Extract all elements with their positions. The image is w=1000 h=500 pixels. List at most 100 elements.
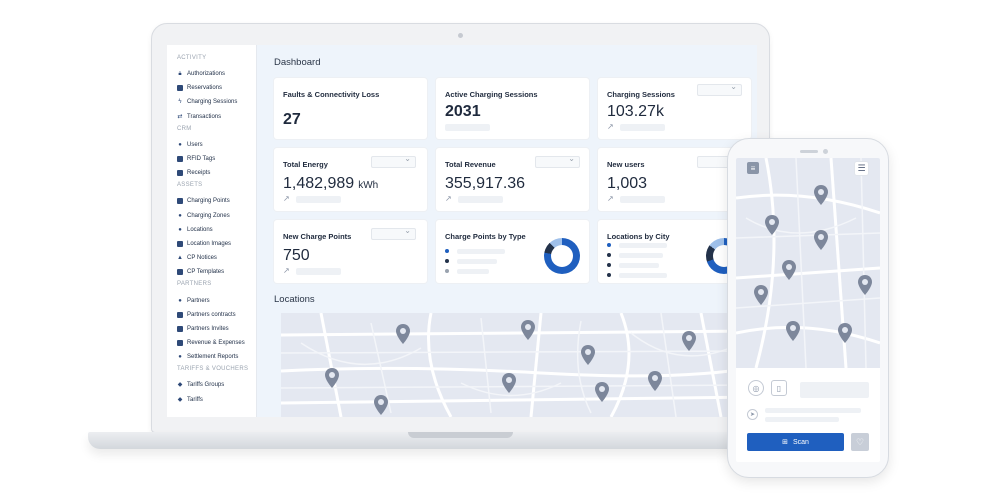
sidebar-item-locations[interactable]: ● Locations [167, 223, 256, 237]
heart-icon: ♡ [855, 436, 865, 447]
location-pin-icon[interactable] [765, 215, 779, 235]
phone-camera [823, 149, 828, 154]
location-pin-icon[interactable] [754, 285, 768, 305]
laptop-screen: ACTIVITY 🔒︎ Authorizations Reservations ϟ… [167, 45, 757, 417]
location-pin-icon[interactable] [581, 345, 595, 365]
placeholder-bar [620, 124, 665, 131]
donut-chart [544, 238, 580, 274]
favorite-button[interactable]: ♡ [851, 433, 869, 451]
sidebar-item-label: Charging Zones [187, 212, 230, 219]
sidebar-item-tariffs[interactable]: ◆ Tariffs [167, 393, 256, 407]
card-title: Charge Points by Type [445, 232, 526, 241]
sidebar-item-tariffs-groups[interactable]: ◆ Tariffs Groups [167, 378, 256, 392]
location-pin-icon[interactable] [396, 324, 410, 344]
legend-bar [457, 268, 489, 274]
location-pin-icon[interactable] [325, 368, 339, 388]
location-pin-icon[interactable] [648, 371, 662, 391]
legend-bar [619, 262, 659, 268]
card-charge-points-by-type[interactable]: Charge Points by Type [436, 220, 589, 283]
sidebar-item-revenue-expenses[interactable]: Revenue & Expenses [167, 336, 256, 350]
card-total-revenue[interactable]: Total Revenue 355,917.36 ↗ [436, 148, 589, 211]
zone-pin-icon: ● [178, 212, 182, 219]
chart-legend [445, 246, 505, 276]
location-pin-icon[interactable] [814, 185, 828, 205]
trend-up-icon: ↗ [445, 194, 452, 203]
legend-dot [607, 243, 611, 247]
template-icon [177, 269, 183, 276]
filter-icon[interactable]: ☰ [855, 162, 868, 175]
period-dropdown[interactable] [535, 154, 580, 168]
sidebar-item-partners-invites[interactable]: Partners Invites [167, 322, 256, 336]
charger-icon [177, 198, 183, 205]
sidebar-item-cp-templates[interactable]: CP Templates [167, 265, 256, 279]
location-pin-icon[interactable] [786, 321, 800, 341]
sidebar-item-partners-contracts[interactable]: Partners contracts [167, 308, 256, 322]
sidebar-item-users[interactable]: ● Users [167, 138, 256, 152]
card-active-charging-sessions[interactable]: Active Charging Sessions 2031 [436, 78, 589, 139]
location-pin-icon[interactable] [814, 230, 828, 250]
envelope-icon [177, 325, 183, 332]
card-charging-sessions[interactable]: Charging Sessions 103.27k ↗ [598, 78, 751, 139]
location-pin-icon[interactable] [838, 323, 852, 343]
sidebar-item-authorizations[interactable]: 🔒︎ Authorizations [167, 67, 256, 81]
card-title: Locations by City [607, 232, 670, 241]
sidebar-item-label: Tariffs [187, 396, 203, 403]
sidebar-item-receipts[interactable]: Receipts [167, 166, 256, 180]
menu-icon[interactable]: ≡ [747, 162, 759, 174]
legend-dot [445, 259, 449, 263]
sidebar-item-label: Partners [187, 297, 210, 304]
legend-dot [607, 273, 611, 277]
sidebar-item-charging-zones[interactable]: ● Charging Zones [167, 209, 256, 223]
sidebar-item-settlement-reports[interactable]: ● Settlement Reports [167, 350, 256, 364]
period-dropdown[interactable] [371, 226, 416, 240]
sidebar-item-cp-notices[interactable]: ▲ CP Notices [167, 251, 256, 265]
reservation-icon [177, 85, 183, 92]
sidebar-item-label: CP Notices [187, 255, 217, 262]
location-pin-icon[interactable] [782, 260, 796, 280]
sidebar-item-charging-points[interactable]: Charging Points [167, 194, 256, 208]
locations-map[interactable] [281, 313, 757, 417]
placeholder-line [765, 408, 861, 413]
sidebar-item-label: Settlement Reports [187, 354, 239, 361]
energy-value: 1,482,989 [283, 175, 355, 192]
location-pin-icon[interactable] [682, 331, 696, 351]
legend-dot [607, 263, 611, 267]
connector-socket-icon[interactable]: ▯ [771, 380, 787, 396]
placeholder-bar [445, 124, 490, 131]
phone-speaker [800, 150, 818, 153]
card-faults[interactable]: Faults & Connectivity Loss 27 [274, 78, 427, 139]
connector-type-icon[interactable]: ◎ [748, 380, 764, 396]
card-value: 1,482,989 kWh [283, 175, 378, 193]
location-pin-icon[interactable] [858, 275, 872, 295]
pie-icon: ● [178, 354, 182, 361]
sidebar: ACTIVITY 🔒︎ Authorizations Reservations ϟ… [167, 45, 257, 417]
sidebar-item-location-images[interactable]: Location Images [167, 237, 256, 251]
sidebar-item-charging-sessions[interactable]: ϟ Charging Sessions [167, 95, 256, 109]
sidebar-item-partners[interactable]: ● Partners [167, 293, 256, 307]
location-pin-icon[interactable] [374, 395, 388, 415]
sidebar-section-crm: CRM [177, 125, 192, 132]
card-new-charge-points[interactable]: New Charge Points 750 ↗ [274, 220, 427, 283]
sidebar-item-label: Locations [187, 226, 213, 233]
navigate-icon[interactable]: ➤ [747, 409, 758, 420]
page-title: Dashboard [274, 57, 321, 68]
period-dropdown[interactable] [371, 154, 416, 168]
card-new-users[interactable]: New users 1,003 ↗ [598, 148, 751, 211]
phone-map[interactable]: ≡ ☰ [736, 158, 880, 368]
location-pin-icon[interactable] [595, 382, 609, 402]
document-icon [177, 311, 183, 318]
period-dropdown[interactable] [697, 82, 742, 96]
location-pin-icon[interactable] [502, 373, 516, 393]
sidebar-item-label: Charging Points [187, 198, 230, 205]
sidebar-item-transactions[interactable]: ⇄ Transactions [167, 110, 256, 124]
user-icon: ● [178, 297, 182, 304]
sidebar-item-label: Reservations [187, 85, 223, 92]
scan-button[interactable]: ⊞ Scan [747, 433, 844, 451]
phone-screen: ≡ ☰ ◎ ▯ ➤ ⊞ Scan ♡ [736, 158, 880, 462]
sidebar-item-reservations[interactable]: Reservations [167, 81, 256, 95]
location-pin-icon[interactable] [521, 320, 535, 340]
scan-button-label: Scan [792, 438, 809, 446]
sidebar-item-rfid-tags[interactable]: RFID Tags [167, 152, 256, 166]
legend-bar [619, 242, 667, 248]
